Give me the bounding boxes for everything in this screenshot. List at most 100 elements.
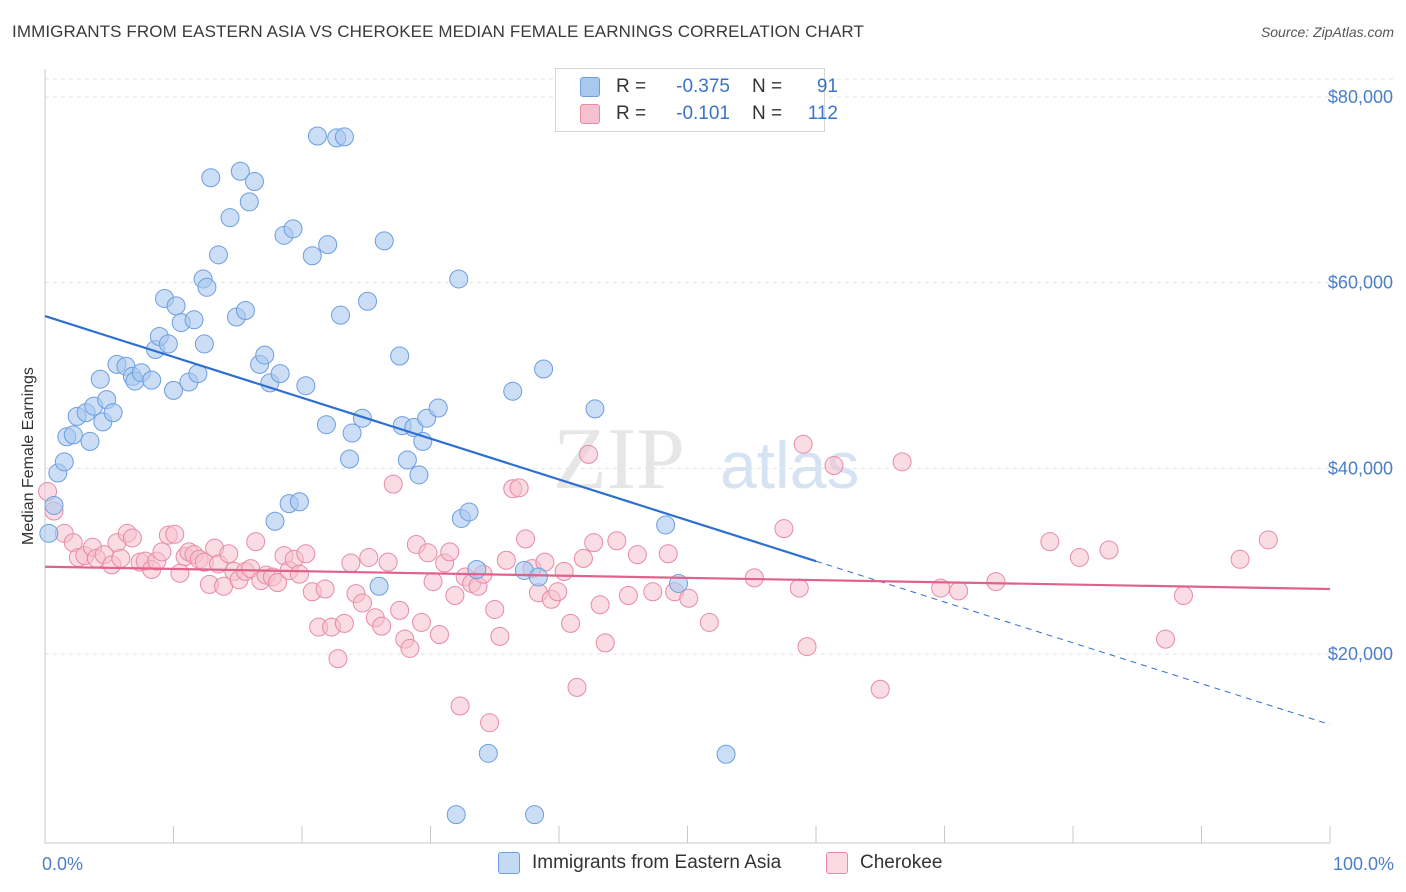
data-point-cherokee	[793, 434, 813, 454]
data-point-eastern-asia	[302, 246, 322, 266]
data-point-cherokee	[170, 563, 190, 583]
data-point-eastern-asia	[270, 364, 290, 384]
data-point-cherokee	[643, 582, 663, 602]
data-point-cherokee	[986, 572, 1006, 592]
y-tick-label: $40,000	[1328, 458, 1393, 478]
data-point-eastern-asia	[390, 346, 410, 366]
data-point-cherokee	[584, 533, 604, 553]
data-point-eastern-asia	[340, 449, 360, 469]
data-point-eastern-asia	[244, 171, 264, 191]
data-point-eastern-asia	[428, 398, 448, 418]
data-point-cherokee	[595, 633, 615, 653]
data-point-cherokee	[607, 531, 627, 551]
data-point-eastern-asia	[669, 573, 689, 593]
data-point-cherokee	[480, 713, 500, 733]
trend-line-eastern-asia-extrapolated	[815, 560, 1331, 726]
series-swatch-blue	[498, 852, 520, 874]
data-point-eastern-asia	[90, 369, 110, 389]
data-point-cherokee	[579, 444, 599, 464]
data-point-eastern-asia	[80, 431, 100, 451]
data-point-eastern-asia	[289, 492, 309, 512]
data-point-eastern-asia	[230, 161, 250, 181]
data-point-eastern-asia	[318, 235, 338, 255]
data-point-eastern-asia	[528, 567, 548, 587]
data-point-eastern-asia	[166, 296, 186, 316]
data-point-eastern-asia	[459, 502, 479, 522]
data-point-cherokee	[590, 595, 610, 615]
data-point-eastern-asia	[296, 376, 316, 396]
data-point-cherokee	[372, 616, 392, 636]
data-point-cherokee	[359, 547, 379, 567]
data-point-cherokee	[509, 478, 529, 498]
data-point-eastern-asia	[446, 805, 466, 825]
series-legend-label: Immigrants from Eastern Asia	[532, 852, 782, 873]
data-point-cherokee	[1258, 530, 1278, 550]
series-legend: Immigrants from Eastern Asia Cherokee	[0, 852, 1406, 878]
legend-swatch-pink	[580, 104, 600, 124]
series-legend-eastern-asia[interactable]: Immigrants from Eastern Asia	[498, 852, 781, 874]
data-point-eastern-asia	[164, 380, 183, 400]
x-ticks: 0.0% 100.0%	[42, 826, 1394, 874]
data-point-cherokee	[440, 542, 460, 562]
data-point-eastern-asia	[265, 511, 285, 531]
series-eastern-asia-points	[39, 126, 736, 825]
legend-n-label: N =	[752, 76, 783, 97]
data-point-eastern-asia	[525, 805, 545, 825]
data-point-cherokee	[1099, 540, 1119, 560]
data-point-eastern-asia	[235, 301, 255, 321]
data-point-cherokee	[892, 452, 912, 472]
data-point-cherokee	[774, 519, 794, 539]
data-point-cherokee	[548, 582, 568, 602]
data-point-cherokee	[390, 600, 410, 620]
data-point-cherokee	[341, 553, 361, 573]
data-point-cherokee	[289, 564, 309, 584]
data-point-eastern-asia	[283, 219, 303, 239]
data-point-eastern-asia	[194, 334, 214, 354]
data-point-eastern-asia	[478, 743, 498, 763]
data-point-eastern-asia	[239, 192, 259, 212]
trend-line-cherokee	[44, 565, 1331, 591]
data-point-eastern-asia	[158, 334, 178, 354]
data-point-cherokee	[1156, 629, 1176, 649]
x-tick-label: 100.0%	[1333, 854, 1394, 874]
data-point-cherokee	[423, 572, 443, 592]
data-point-cherokee	[400, 638, 420, 658]
data-point-eastern-asia	[184, 310, 204, 330]
data-point-eastern-asia	[334, 127, 354, 147]
data-point-eastern-asia	[374, 231, 394, 251]
y-axis-label: Median Female Earnings	[20, 367, 37, 545]
data-point-cherokee	[111, 548, 131, 568]
data-point-cherokee	[328, 649, 348, 669]
series-legend-cherokee[interactable]: Cherokee	[826, 852, 942, 874]
data-point-eastern-asia	[503, 381, 523, 401]
data-point-eastern-asia	[716, 744, 736, 764]
data-point-eastern-asia	[534, 359, 554, 379]
legend-row-cherokee: R = -0.101 N = 112	[580, 102, 838, 126]
data-point-eastern-asia	[142, 370, 162, 390]
data-point-cherokee	[378, 552, 398, 572]
data-point-cherokee	[1174, 586, 1194, 606]
data-point-cherokee	[165, 524, 185, 544]
data-point-cherokee	[561, 613, 581, 633]
data-point-eastern-asia	[449, 269, 469, 289]
y-tick-label: $80,000	[1328, 87, 1393, 107]
data-point-eastern-asia	[369, 576, 389, 596]
data-point-eastern-asia	[255, 345, 275, 365]
data-point-cherokee	[516, 529, 536, 549]
data-point-eastern-asia	[352, 408, 372, 428]
watermark-zip: ZIP	[553, 411, 685, 508]
source-credit: Source: ZipAtlas.com	[1260, 24, 1394, 40]
data-point-eastern-asia	[39, 523, 59, 543]
data-point-cherokee	[567, 677, 587, 697]
data-point-eastern-asia	[342, 423, 362, 443]
data-point-cherokee	[334, 613, 354, 633]
data-point-eastern-asia	[331, 305, 351, 325]
data-point-eastern-asia	[397, 450, 417, 470]
data-point-cherokee	[1040, 532, 1060, 552]
data-point-eastern-asia	[63, 425, 83, 445]
data-point-cherokee	[296, 544, 316, 564]
legend-swatch-blue	[580, 77, 600, 97]
watermark: ZIP atlas	[553, 411, 859, 508]
data-point-cherokee	[949, 581, 969, 601]
trend-lines	[44, 315, 1331, 726]
